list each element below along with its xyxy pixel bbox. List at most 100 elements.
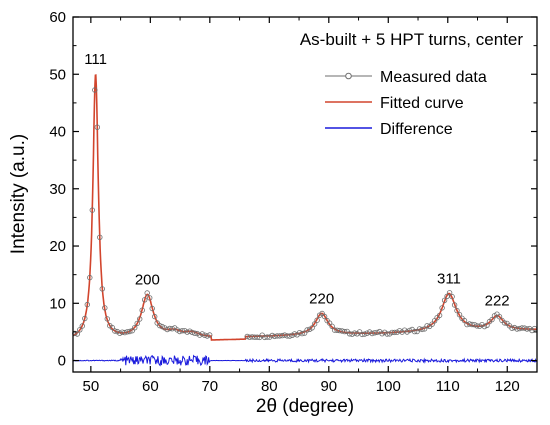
- peak-label-222: 222: [485, 293, 510, 310]
- measured-data-point: [444, 293, 450, 299]
- measured-data-point: [77, 327, 83, 333]
- measured-data-point: [314, 317, 320, 323]
- measured-data-point: [469, 321, 475, 328]
- y-tick-label: 50: [49, 66, 66, 83]
- measured-data-point: [446, 290, 453, 296]
- y-tick-label: 0: [58, 353, 66, 370]
- difference-line: [72, 354, 537, 367]
- x-tick-label: 110: [436, 378, 460, 395]
- measured-data-point: [509, 325, 515, 331]
- measured-data-point: [351, 330, 358, 336]
- data-curves: [72, 74, 538, 367]
- measured-data-point: [291, 331, 298, 337]
- measured-data-point: [346, 331, 353, 337]
- measured-data-point: [82, 315, 88, 322]
- x-tick-label: 80: [261, 378, 278, 395]
- measured-data-point: [284, 333, 290, 339]
- measured-data-point: [311, 321, 318, 327]
- measured-data-point: [191, 330, 198, 336]
- measured-data-point: [189, 329, 195, 336]
- measured-data-point: [131, 325, 138, 331]
- measured-data-point: [156, 322, 163, 329]
- x-tick-label: 100: [376, 378, 401, 395]
- measured-data-point: [496, 314, 503, 320]
- measured-data-point: [441, 297, 448, 303]
- measured-data-point: [364, 330, 370, 336]
- measured-data-point: [464, 321, 470, 328]
- measured-data-point: [122, 329, 128, 336]
- peak-label-200: 200: [135, 271, 160, 288]
- measured-data-point: [196, 332, 203, 338]
- measured-data-point: [296, 330, 303, 336]
- measured-data-point: [102, 305, 108, 311]
- measured-data-point: [144, 290, 150, 296]
- measured-data-markers: [72, 87, 538, 341]
- y-axis-title: Intensity (a.u.): [8, 134, 29, 254]
- legend: Measured data Fitted curve Difference: [325, 69, 487, 138]
- axis-frame: [72, 16, 538, 373]
- measured-data-point: [304, 327, 310, 333]
- measured-data-point: [384, 331, 390, 337]
- x-axis-title: 2θ (degree): [256, 396, 354, 417]
- measured-data-point: [84, 301, 90, 308]
- measured-data-point: [117, 330, 123, 336]
- measured-data-point: [336, 327, 343, 334]
- measured-data-point: [262, 334, 268, 341]
- fitted-curve-line: [72, 74, 537, 341]
- measured-data-point: [244, 333, 250, 340]
- measured-data-point: [184, 329, 190, 335]
- measured-data-point: [99, 286, 105, 292]
- measured-data-point: [141, 297, 148, 303]
- measured-data-point: [454, 307, 460, 314]
- measured-data-point: [104, 316, 110, 322]
- measured-data-point: [369, 330, 375, 337]
- measured-data-point: [119, 329, 125, 335]
- measured-data-point: [321, 313, 328, 320]
- measured-data-point: [391, 329, 398, 336]
- measured-data-point: [169, 326, 175, 332]
- y-tick-label: 30: [49, 181, 66, 198]
- measured-data-point: [456, 312, 463, 318]
- measured-data-point: [254, 334, 260, 340]
- measured-data-point: [201, 332, 208, 338]
- measured-data-point: [166, 325, 173, 332]
- measured-data-point: [419, 326, 425, 333]
- y-tick-label: 40: [49, 124, 66, 141]
- measured-data-point: [272, 333, 278, 340]
- measured-data-point: [334, 327, 340, 333]
- measured-data-point: [449, 293, 455, 300]
- measured-data-point: [436, 312, 443, 319]
- measured-data-point: [331, 327, 338, 333]
- measured-data-point: [249, 334, 255, 340]
- measured-data-point: [94, 124, 100, 130]
- y-tick-label: 60: [49, 9, 66, 26]
- measured-data-point: [309, 325, 315, 331]
- measured-data-point: [109, 324, 115, 331]
- measured-data-point: [411, 328, 418, 335]
- measured-data-point: [299, 330, 305, 337]
- legend-label-1: Fitted curve: [380, 95, 464, 112]
- measured-data-point: [516, 325, 523, 332]
- measured-data-point: [139, 307, 145, 313]
- measured-data-point: [389, 329, 395, 336]
- measured-data-point: [251, 334, 258, 340]
- measured-data-point: [274, 333, 280, 339]
- measured-data-point: [287, 333, 293, 339]
- legend-label-0: Measured data: [380, 69, 487, 86]
- measured-data-point: [439, 305, 445, 311]
- x-tick-label: 90: [320, 378, 337, 395]
- x-tick-label: 120: [495, 378, 520, 395]
- peak-label-220: 220: [309, 290, 334, 307]
- measured-data-point: [151, 313, 158, 320]
- measured-data-point: [74, 331, 80, 337]
- measured-data-point: [359, 331, 365, 338]
- measured-data-point: [269, 332, 275, 339]
- measured-data-point: [501, 320, 508, 326]
- measured-data-point: [79, 323, 85, 329]
- measured-data-point: [92, 87, 98, 93]
- measured-data-point: [429, 321, 435, 327]
- measured-data-point: [406, 327, 413, 334]
- axes: 50 60 70 80 90 100 110 120 0 10 20 30 40 50 60: [49, 9, 538, 395]
- measured-data-point: [176, 328, 183, 335]
